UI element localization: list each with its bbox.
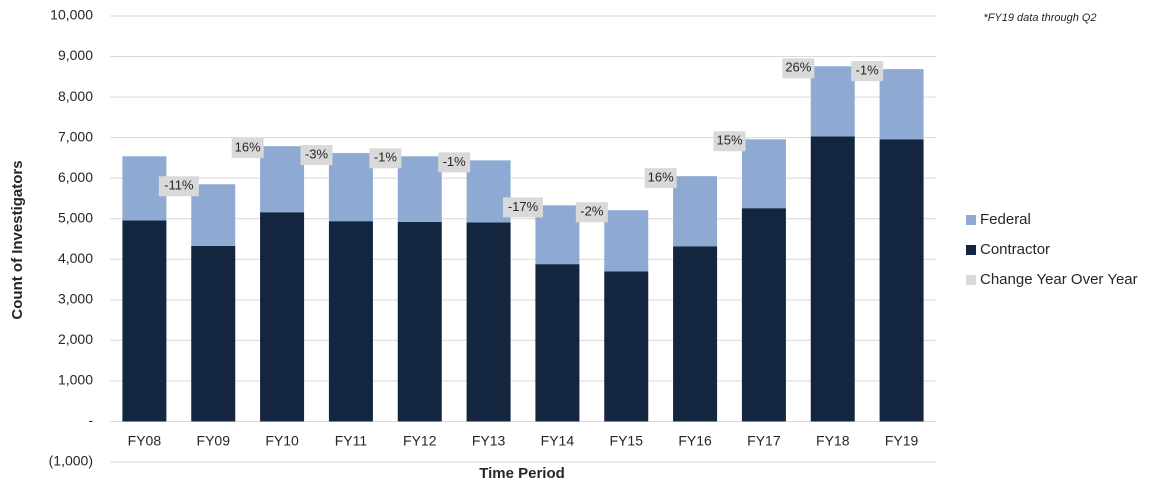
y-axis-label: Count of Investigators xyxy=(9,160,26,319)
change-label-box xyxy=(158,176,199,197)
bar-segment xyxy=(810,66,855,137)
x-tick-label: FY10 xyxy=(265,432,299,448)
x-tick-label: FY14 xyxy=(541,432,575,448)
y-tick-label: 3,000 xyxy=(58,291,93,307)
change-label: -17% xyxy=(508,199,539,214)
note: *FY19 data through Q2 xyxy=(983,12,1096,24)
change-label: 16% xyxy=(648,170,674,185)
change-label-box xyxy=(575,202,608,223)
change-label-box xyxy=(369,148,402,169)
x-axis-label: Time Period xyxy=(479,465,565,482)
bar-segment xyxy=(260,146,305,213)
bar-segment xyxy=(466,222,511,422)
change-label-box xyxy=(644,168,677,189)
change-label: -11% xyxy=(164,178,194,193)
change-label-box xyxy=(851,61,884,82)
x-tick-label: FY17 xyxy=(747,432,781,448)
y-tick-label: 6,000 xyxy=(58,169,93,185)
change-label: -1% xyxy=(443,154,467,169)
legend-label: Contractor xyxy=(980,241,1050,258)
x-tick-label: FY11 xyxy=(335,432,368,448)
bar-segment xyxy=(191,245,236,422)
bar-segment xyxy=(535,264,580,422)
bar-segment xyxy=(604,271,649,422)
change-label: -1% xyxy=(374,150,398,165)
legend-label: Change Year Over Year xyxy=(980,271,1138,288)
y-tick-label: 10,000 xyxy=(50,7,93,23)
x-tick-label: FY19 xyxy=(885,432,919,448)
bar-segment xyxy=(741,139,786,209)
change-label: -1% xyxy=(856,63,880,78)
x-tick-label: FY13 xyxy=(472,432,506,448)
bar-segment xyxy=(328,153,373,222)
change-label: 15% xyxy=(716,133,742,148)
change-label: 26% xyxy=(785,60,811,75)
x-tick-label: FY12 xyxy=(403,432,437,448)
x-tick-label: FY18 xyxy=(816,432,850,448)
bar-segment xyxy=(328,221,373,422)
change-label-box xyxy=(300,145,333,166)
change-label-box xyxy=(503,197,543,218)
y-tick-label: - xyxy=(88,412,93,428)
y-tick-label: 5,000 xyxy=(58,209,93,225)
change-label-box xyxy=(438,152,471,173)
bar-segment xyxy=(397,156,442,222)
legend-swatch xyxy=(966,275,976,285)
bar-segment xyxy=(397,221,442,422)
x-tick-label: FY08 xyxy=(128,432,162,448)
bar-segment xyxy=(673,176,718,247)
change-label-box xyxy=(713,131,746,152)
bar-segment xyxy=(122,220,167,422)
x-tick-label: FY16 xyxy=(678,432,712,448)
y-tick-label: 8,000 xyxy=(58,88,93,104)
y-tick-label: 7,000 xyxy=(58,128,93,144)
legend-label: Federal xyxy=(980,211,1031,228)
x-tick-label: FY15 xyxy=(610,432,644,448)
bar-segment xyxy=(673,246,718,422)
change-label: -3% xyxy=(305,146,329,161)
bar-segment xyxy=(741,208,786,422)
y-tick-label: 1,000 xyxy=(58,372,93,388)
bar-segment xyxy=(879,69,924,140)
change-label: 16% xyxy=(235,140,261,155)
legend-swatch xyxy=(966,215,976,225)
y-tick-label: 4,000 xyxy=(58,250,93,266)
bar-segment xyxy=(604,210,649,272)
bar-segment xyxy=(260,212,305,422)
y-tick-label: 9,000 xyxy=(58,47,93,63)
bar-segment xyxy=(879,139,924,422)
change-label: -2% xyxy=(580,204,604,219)
bar-segment xyxy=(810,136,855,422)
y-tick-label: 2,000 xyxy=(58,331,93,347)
change-label-box xyxy=(782,58,815,79)
change-label-box xyxy=(231,138,264,159)
x-tick-label: FY09 xyxy=(197,432,231,448)
legend-swatch xyxy=(966,245,976,255)
y-tick-label: (1,000) xyxy=(49,453,93,469)
